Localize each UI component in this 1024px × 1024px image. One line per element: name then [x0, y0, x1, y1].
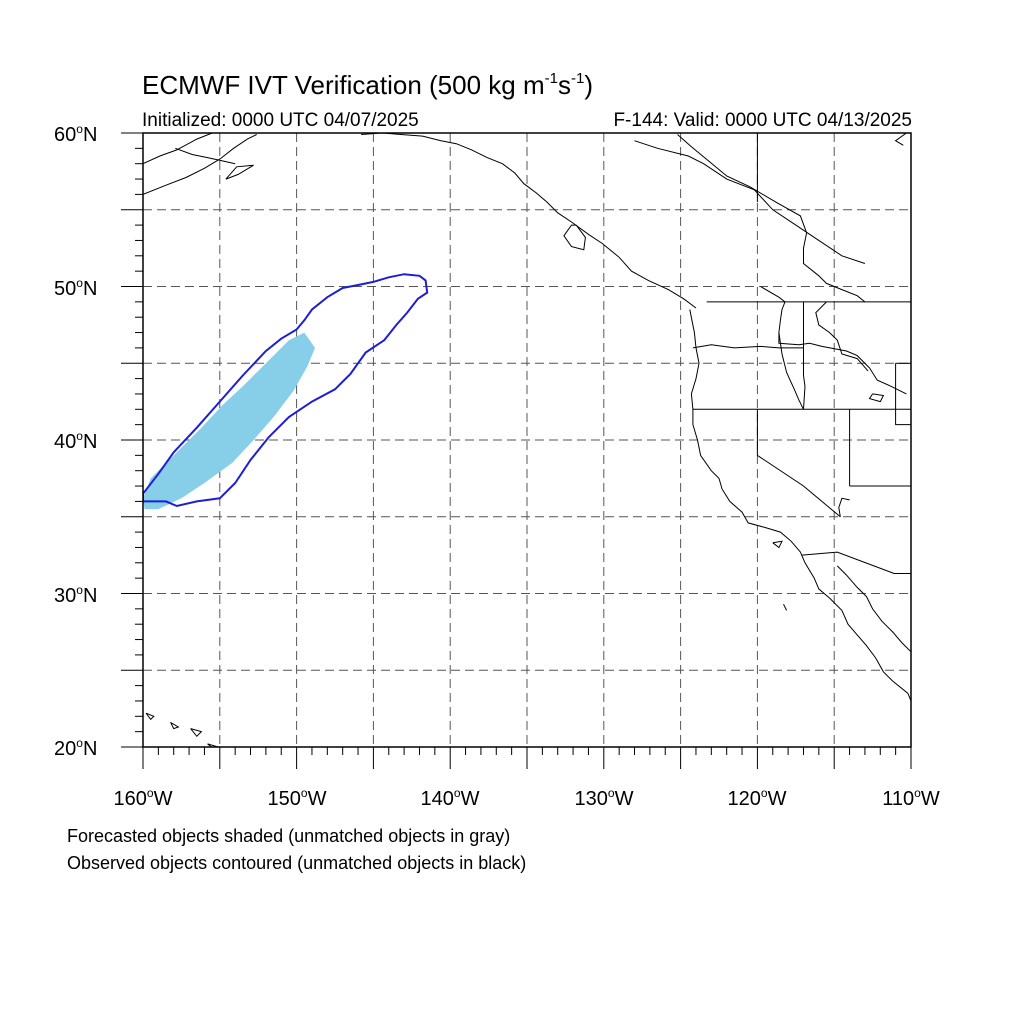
forecast-ivt-object — [143, 332, 315, 510]
lat-label-20: 20oN — [54, 736, 98, 760]
graticule — [143, 133, 911, 747]
title-main: ECMWF IVT Verification (500 kg m — [142, 70, 545, 100]
coastline-segment — [207, 743, 219, 747]
axis-ticks — [121, 132, 912, 769]
border-segment — [815, 301, 869, 372]
lon-label-120w: 120oW — [727, 786, 787, 810]
political-borders — [692, 133, 911, 574]
coastline-segment — [772, 540, 783, 549]
lon-label-160w: 160oW — [113, 786, 173, 810]
border-segment — [756, 409, 841, 518]
coastline-segment — [143, 134, 257, 195]
coastline-segment — [760, 286, 907, 395]
coastline-segment — [689, 309, 911, 702]
coastline-segment — [145, 712, 155, 721]
observed-ivt-contour — [143, 273, 429, 508]
title-exp-1: -1 — [544, 70, 558, 87]
lon-label-150w: 150oW — [267, 786, 327, 810]
coastline-segment — [783, 603, 788, 611]
coastline-segment — [894, 133, 907, 146]
coastline-segment — [225, 164, 254, 180]
coastline-segment — [677, 134, 866, 303]
coastline-segment — [563, 224, 586, 251]
plot-frame — [142, 132, 912, 748]
coastline-segment — [868, 393, 885, 403]
coastline-segment — [361, 133, 697, 309]
footnote-observed: Observed objects contoured (unmatched ob… — [67, 853, 527, 873]
chart-title: ECMWF IVT Verification (500 kg m-1s-1) — [142, 70, 593, 101]
valid-time-label: F-144: Valid: 0000 UTC 04/13/2025 — [613, 110, 912, 131]
lon-label-110w: 110oW — [882, 786, 940, 810]
coastline-segment — [836, 565, 911, 653]
title-exp-2: -1 — [570, 70, 585, 87]
coastlines — [143, 133, 911, 747]
title-unit-s: s — [557, 70, 571, 100]
coastline-segment — [143, 133, 213, 165]
border-segment — [801, 551, 911, 574]
border-segment — [692, 344, 804, 349]
border-segment — [895, 363, 911, 426]
lon-label-130w: 130oW — [574, 786, 634, 810]
footnote-forecast: Forecasted objects shaded (unmatched obj… — [67, 826, 511, 846]
coastline-segment — [175, 147, 236, 165]
init-time-label: Initialized: 0000 UTC 04/07/2025 — [142, 110, 419, 131]
coastline-segment — [170, 721, 180, 730]
coastline-segment — [778, 332, 804, 410]
border-segment — [838, 497, 850, 517]
lat-label-50: 50oN — [54, 276, 98, 300]
coastline-segment — [190, 728, 203, 738]
lat-label-60: 60oN — [54, 122, 98, 146]
lon-label-140w: 140oW — [420, 786, 480, 810]
ivt-objects — [143, 273, 429, 510]
title-close: ) — [584, 70, 593, 100]
lat-label-40: 40oN — [54, 429, 98, 453]
border-segment — [803, 301, 806, 410]
lat-label-30: 30oN — [54, 583, 98, 607]
